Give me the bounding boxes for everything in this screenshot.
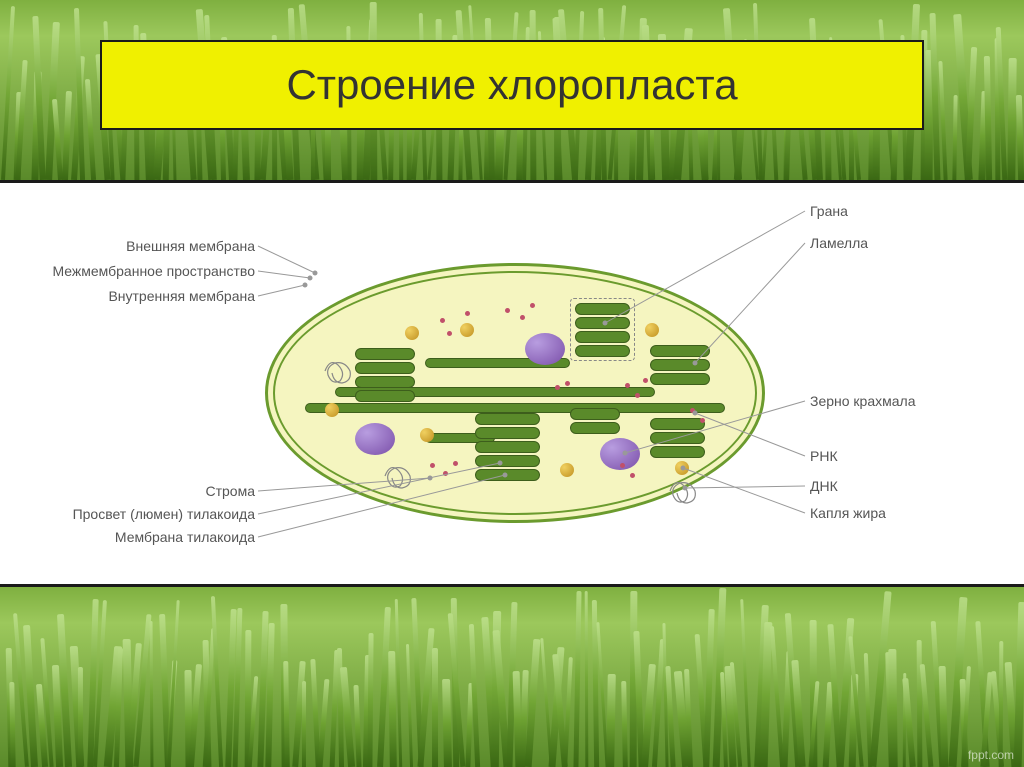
rna-dot bbox=[520, 315, 525, 320]
title-text: Строение хлоропласта bbox=[286, 61, 737, 109]
rna-dot bbox=[643, 378, 648, 383]
lipid-droplet bbox=[325, 403, 339, 417]
label-right: Грана bbox=[810, 203, 848, 219]
rna-dot bbox=[447, 331, 452, 336]
lipid-droplet bbox=[560, 463, 574, 477]
rna-dot bbox=[620, 463, 625, 468]
lipid-droplet bbox=[405, 326, 419, 340]
thylakoid bbox=[475, 455, 540, 467]
rna-dot bbox=[530, 303, 535, 308]
lamella bbox=[305, 403, 725, 413]
thylakoid bbox=[475, 441, 540, 453]
label-left: Внешняя мембрана bbox=[126, 238, 255, 254]
title-box: Строение хлоропласта bbox=[100, 40, 924, 130]
thylakoid bbox=[650, 446, 705, 458]
thylakoid bbox=[355, 362, 415, 374]
thylakoid bbox=[355, 390, 415, 402]
rna-dot bbox=[635, 393, 640, 398]
label-left: Строма bbox=[205, 483, 255, 499]
dna-coil bbox=[380, 458, 420, 493]
rna-dot bbox=[443, 471, 448, 476]
thylakoid bbox=[475, 469, 540, 481]
label-left: Мембрана тилакоида bbox=[115, 529, 255, 545]
granum-highlight bbox=[570, 298, 635, 361]
thylakoid bbox=[650, 345, 710, 357]
lipid-droplet bbox=[460, 323, 474, 337]
label-right: Зерно крахмала bbox=[810, 393, 916, 409]
label-left: Внутренняя мембрана bbox=[108, 288, 255, 304]
thylakoid bbox=[475, 427, 540, 439]
thylakoid bbox=[570, 408, 620, 420]
label-right: Капля жира bbox=[810, 505, 886, 521]
rna-dot bbox=[453, 461, 458, 466]
thylakoid bbox=[570, 422, 620, 434]
rna-dot bbox=[630, 473, 635, 478]
thylakoid bbox=[650, 373, 710, 385]
lipid-droplet bbox=[645, 323, 659, 337]
rna-dot bbox=[440, 318, 445, 323]
thylakoid bbox=[650, 432, 705, 444]
label-right: ДНК bbox=[810, 478, 838, 494]
label-left: Межмембранное пространство bbox=[52, 263, 255, 279]
rna-dot bbox=[700, 418, 705, 423]
thylakoid bbox=[355, 348, 415, 360]
dna-coil bbox=[665, 473, 705, 508]
rna-dot bbox=[505, 308, 510, 313]
lipid-droplet bbox=[420, 428, 434, 442]
thylakoid bbox=[650, 359, 710, 371]
label-left: Просвет (люмен) тилакоида bbox=[73, 506, 255, 522]
rna-dot bbox=[555, 385, 560, 390]
label-right: Ламелла bbox=[810, 235, 868, 251]
rna-dot bbox=[465, 311, 470, 316]
rna-dot bbox=[625, 383, 630, 388]
thylakoid bbox=[355, 376, 415, 388]
dna-coil bbox=[320, 353, 360, 388]
label-right: РНК bbox=[810, 448, 838, 464]
grass-background-bottom bbox=[0, 587, 1024, 767]
starch-grain bbox=[355, 423, 395, 455]
rna-dot bbox=[565, 381, 570, 386]
starch-grain bbox=[525, 333, 565, 365]
rna-dot bbox=[690, 408, 695, 413]
diagram-area: Внешняя мембрана Межмембранное пространст… bbox=[0, 180, 1024, 587]
thylakoid bbox=[475, 413, 540, 425]
watermark: fppt.com bbox=[968, 748, 1014, 762]
thylakoid bbox=[650, 418, 705, 430]
rna-dot bbox=[430, 463, 435, 468]
chloroplast bbox=[265, 263, 765, 523]
